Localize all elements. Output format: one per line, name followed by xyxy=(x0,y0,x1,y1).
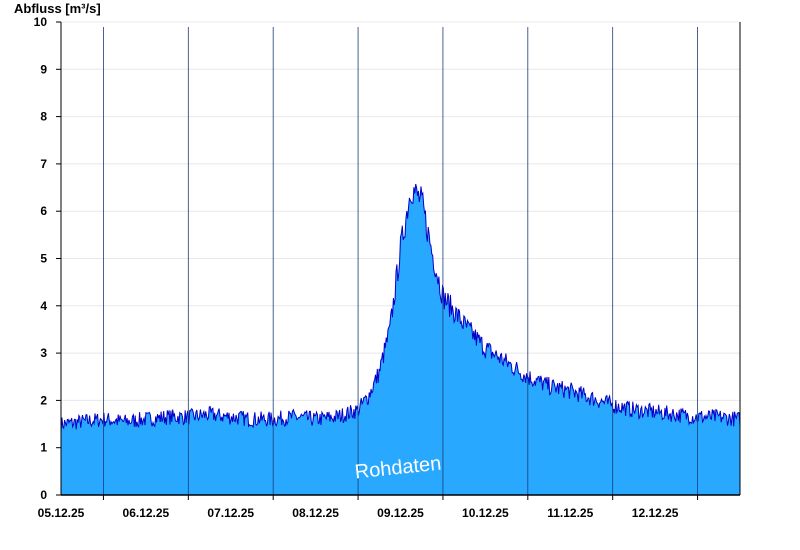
y-tick-label: 9 xyxy=(40,62,47,76)
y-tick-label: 1 xyxy=(40,441,47,455)
x-tick-label: 07.12.25 xyxy=(207,506,254,520)
x-tick-label: 10.12.25 xyxy=(462,506,509,520)
y-tick-label: 7 xyxy=(40,157,47,171)
x-tick-label: 11.12.25 xyxy=(547,506,593,520)
day-dividers xyxy=(103,27,698,495)
x-tick-label: 12.12.25 xyxy=(632,506,679,520)
x-tick-label: 06.12.25 xyxy=(123,506,170,520)
y-axis-title: Abfluss [m³/s] xyxy=(14,1,101,16)
x-tick-label: 05.12.25 xyxy=(38,506,85,520)
y-axis-ticks: 0 1 2 3 4 5 6 7 8 9 10 xyxy=(34,15,61,502)
y-tick-label: 2 xyxy=(40,393,47,407)
y-tick-label: 10 xyxy=(34,15,48,29)
x-axis-ticks: 05.12.25 06.12.25 07.12.25 08.12.25 09.12.25… xyxy=(38,495,699,520)
y-tick-label: 8 xyxy=(40,110,47,124)
y-tick-label: 6 xyxy=(40,204,47,218)
y-tick-label: 3 xyxy=(40,346,47,360)
discharge-fill xyxy=(61,184,740,495)
x-tick-label: 09.12.25 xyxy=(377,506,424,520)
y-tick-label: 5 xyxy=(40,252,47,266)
y-tick-label: 0 xyxy=(40,488,47,502)
discharge-area xyxy=(60,183,741,495)
x-tick-label: 08.12.25 xyxy=(292,506,339,520)
discharge-line xyxy=(60,183,741,432)
y-tick-label: 4 xyxy=(40,299,47,313)
